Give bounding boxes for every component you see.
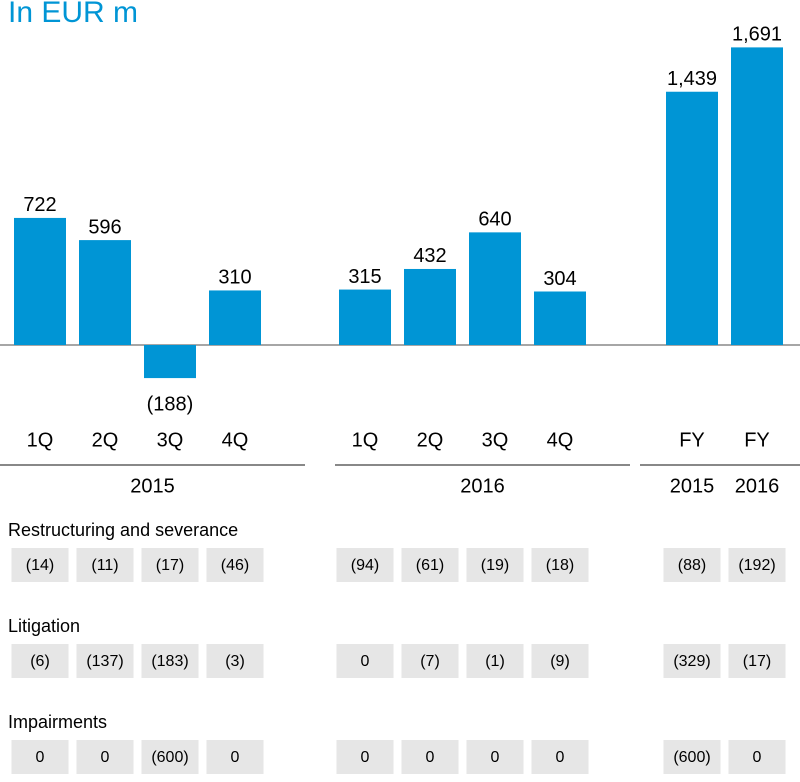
table-cell: [76, 740, 134, 774]
cell-text: (137): [86, 653, 123, 670]
x-tick-label: FY: [744, 429, 770, 451]
x-tick-label: 4Q: [547, 429, 574, 451]
table-cell: [336, 548, 394, 582]
table-cell: [466, 644, 524, 678]
bar: [731, 47, 783, 345]
value-label: 304: [543, 268, 576, 290]
cell-text: (17): [156, 557, 184, 574]
table-cell: [336, 644, 394, 678]
cell-text: 0: [101, 749, 110, 766]
value-label: 596: [88, 216, 121, 238]
cell-text: (46): [221, 557, 249, 574]
bar: [144, 345, 196, 379]
section-label: Litigation: [8, 616, 80, 636]
bar: [14, 217, 66, 345]
cell-text: (14): [26, 557, 54, 574]
table-cell: [206, 548, 264, 582]
x-tick-label: 2Q: [92, 429, 119, 451]
cell-text: (17): [743, 653, 771, 670]
table-cell: [206, 740, 264, 774]
value-label: 432: [413, 245, 446, 267]
group-label: 2016: [460, 475, 505, 497]
cell-text: (6): [30, 653, 50, 670]
table-cell: [728, 548, 786, 582]
table-cell: [531, 644, 589, 678]
table-cell: [11, 548, 69, 582]
table-cell: [401, 740, 459, 774]
cell-text: (19): [481, 557, 509, 574]
cell-text: (18): [546, 557, 574, 574]
cell-text: (1): [485, 653, 505, 670]
value-label: (188): [147, 393, 194, 415]
cell-text: (7): [420, 653, 440, 670]
table-cell: [466, 548, 524, 582]
table-cell: [141, 548, 199, 582]
table-cell: [11, 644, 69, 678]
table-cell: [663, 548, 721, 582]
x-tick-label: 2Q: [417, 429, 444, 451]
value-label: 1,439: [667, 68, 717, 90]
table-cell: [531, 740, 589, 774]
bar: [79, 240, 131, 345]
x-tick-label: FY: [679, 429, 705, 451]
x-tick-label: 3Q: [157, 429, 184, 451]
cell-text: (61): [416, 557, 444, 574]
section-label: Restructuring and severance: [8, 520, 238, 540]
cell-text: (88): [678, 557, 706, 574]
cell-text: (329): [673, 653, 710, 670]
chart-title: In EUR m: [8, 0, 138, 29]
table-cell: [141, 740, 199, 774]
cell-text: 0: [361, 749, 370, 766]
bar: [469, 232, 521, 345]
table-cell: [206, 644, 264, 678]
value-label: 1,691: [732, 24, 782, 46]
bar: [534, 291, 586, 345]
table-cell: [728, 740, 786, 774]
cell-text: 0: [361, 653, 370, 670]
table-cell: [531, 548, 589, 582]
table-cell: [11, 740, 69, 774]
section-label: Impairments: [8, 712, 107, 732]
table-cell: [663, 740, 721, 774]
cell-text: (192): [738, 557, 775, 574]
value-label: 640: [478, 209, 511, 231]
x-tick-label: 1Q: [352, 429, 379, 451]
x-tick-label: 1Q: [27, 429, 54, 451]
cell-text: (600): [673, 749, 710, 766]
table-cell: [401, 644, 459, 678]
cell-text: (3): [225, 653, 245, 670]
table-cell: [76, 644, 134, 678]
group-label: 2015: [670, 475, 715, 497]
cell-text: 0: [426, 749, 435, 766]
value-label: 722: [23, 194, 56, 216]
cell-text: (11): [91, 557, 118, 574]
bar: [339, 289, 391, 345]
table-cell: [663, 644, 721, 678]
cell-text: (94): [351, 557, 379, 574]
bar: [209, 290, 261, 345]
cell-text: 0: [491, 749, 500, 766]
cell-text: 0: [753, 749, 762, 766]
table-cell: [466, 740, 524, 774]
group-label: 2015: [130, 475, 175, 497]
cell-text: 0: [556, 749, 565, 766]
table-cell: [401, 548, 459, 582]
cell-text: (600): [151, 749, 188, 766]
group-label: 2016: [735, 475, 780, 497]
cell-text: (183): [151, 653, 188, 670]
bar: [666, 91, 718, 346]
cell-text: 0: [36, 749, 45, 766]
table-cell: [76, 548, 134, 582]
cell-text: 0: [231, 749, 240, 766]
x-tick-label: 3Q: [482, 429, 509, 451]
table-cell: [141, 644, 199, 678]
x-tick-label: 4Q: [222, 429, 249, 451]
table-cell: [336, 740, 394, 774]
value-label: 310: [218, 267, 251, 289]
value-label: 315: [348, 266, 381, 288]
table-cell: [728, 644, 786, 678]
cell-text: (9): [550, 653, 570, 670]
bar: [404, 268, 456, 345]
